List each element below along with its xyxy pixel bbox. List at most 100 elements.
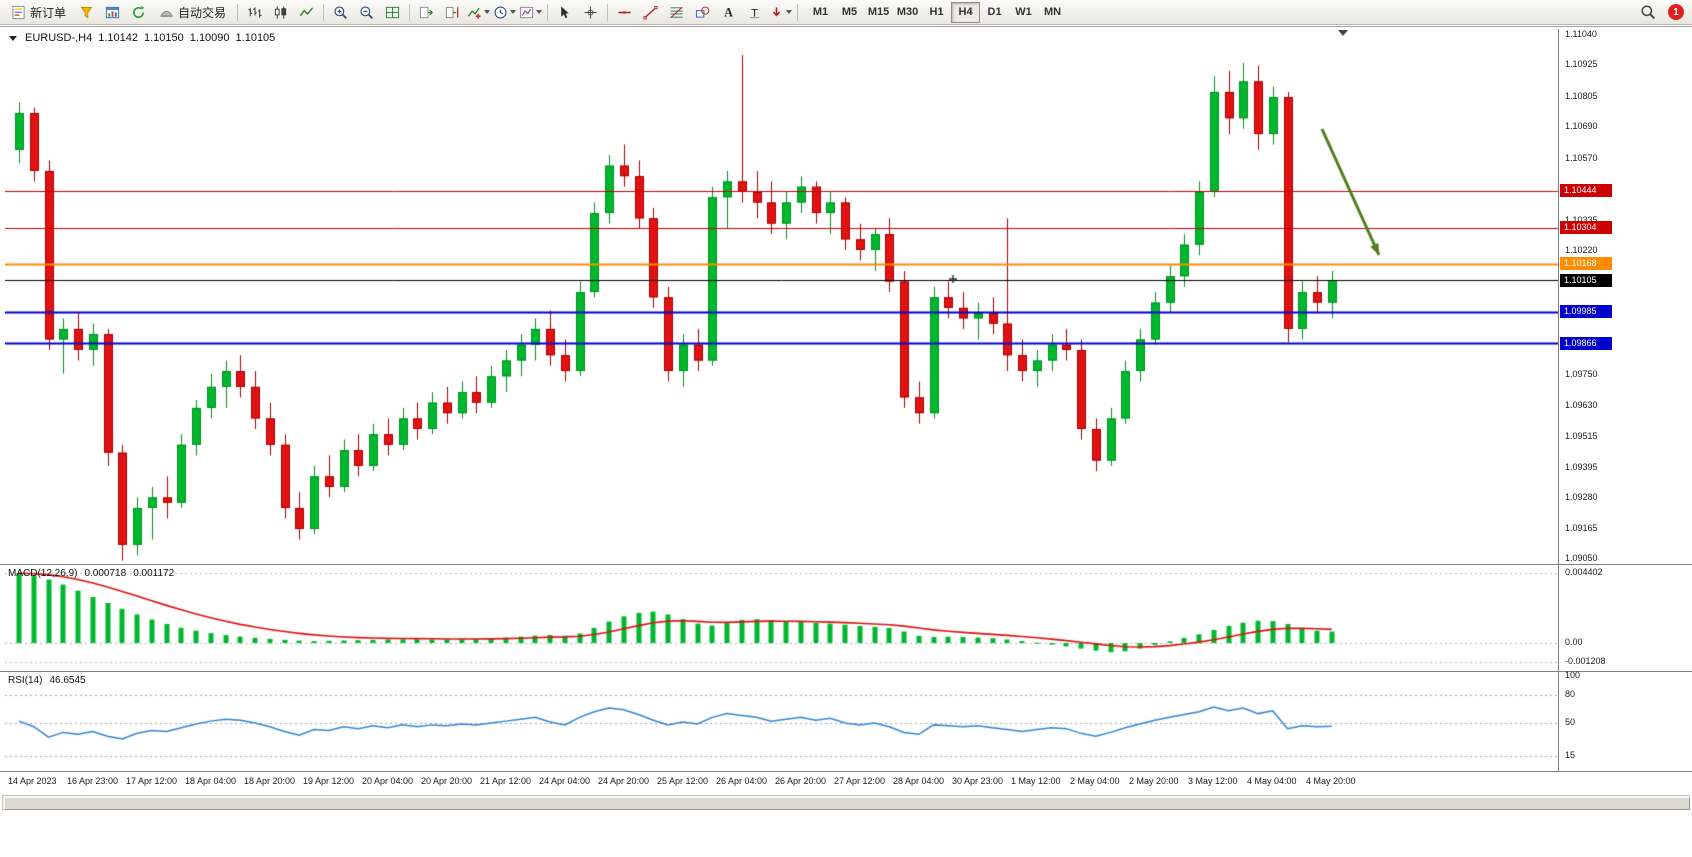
price-line-badge: 1.10304 bbox=[1560, 221, 1612, 235]
funnel-button[interactable] bbox=[74, 1, 99, 24]
scrollbar-thumb[interactable] bbox=[4, 797, 1690, 810]
time-label: 4 May 04:00 bbox=[1247, 776, 1297, 786]
rsi-panel[interactable]: RSI(14) 46.6545 bbox=[0, 671, 1692, 772]
text-label-button[interactable]: T bbox=[742, 1, 767, 24]
hline-icon bbox=[617, 5, 632, 20]
macd-canvas[interactable] bbox=[5, 566, 1558, 671]
dropdown-caret-icon[interactable] bbox=[510, 10, 517, 14]
auto-trading-button[interactable]: 自动交易 bbox=[152, 1, 233, 24]
auto-trading-button-label: 自动交易 bbox=[178, 5, 227, 20]
rsi-axis-label: 80 bbox=[1565, 688, 1576, 699]
text-button[interactable]: A bbox=[716, 1, 741, 24]
price-chart-canvas[interactable] bbox=[5, 29, 1558, 563]
new-order-icon bbox=[11, 5, 26, 20]
timeframe-m15-button[interactable]: M15 bbox=[867, 6, 890, 18]
rsi-value: 46.6545 bbox=[49, 675, 86, 686]
time-label: 2 May 04:00 bbox=[1070, 776, 1120, 786]
timeframe-mn-button[interactable]: MN bbox=[1043, 6, 1062, 18]
cursor-button[interactable] bbox=[552, 1, 577, 24]
price-axis-label: 1.10335 bbox=[1565, 214, 1598, 225]
zoom-out-icon bbox=[359, 5, 374, 20]
shapes-button[interactable] bbox=[690, 1, 715, 24]
time-label: 2 May 20:00 bbox=[1129, 776, 1179, 786]
shapes-icon bbox=[695, 5, 710, 20]
toolbar-buttons: 新订单 自动交易 A T bbox=[4, 1, 801, 24]
time-label: 4 May 20:00 bbox=[1306, 776, 1356, 786]
price-axis-label: 1.10570 bbox=[1565, 152, 1598, 163]
price-axis-label: 1.09750 bbox=[1565, 368, 1598, 379]
time-axis[interactable]: 14 Apr 2023 16 Apr 23:00 17 Apr 12:00 18 Ap… bbox=[0, 771, 1692, 791]
rsi-canvas[interactable] bbox=[5, 673, 1558, 772]
candlestick-chart-button[interactable] bbox=[268, 1, 293, 24]
price-line-badge: 1.09866 bbox=[1560, 336, 1612, 350]
dropdown-caret-icon[interactable] bbox=[484, 10, 491, 14]
notification-badge[interactable]: 1 bbox=[1668, 4, 1684, 20]
zoom-out-button[interactable] bbox=[354, 1, 379, 24]
toolbar-separator bbox=[797, 3, 799, 21]
new-order-button[interactable]: 新订单 bbox=[4, 1, 73, 24]
price-axis-label: 1.10690 bbox=[1565, 121, 1598, 132]
periods-button[interactable] bbox=[492, 1, 517, 24]
ohlc-low: 1.10090 bbox=[189, 32, 230, 44]
time-label: 28 Apr 04:00 bbox=[893, 776, 945, 786]
candlestick-icon bbox=[273, 5, 288, 20]
one-click-trading-icon[interactable] bbox=[9, 35, 17, 41]
time-label: 16 Apr 23:00 bbox=[67, 776, 119, 786]
refresh-button[interactable] bbox=[126, 1, 151, 24]
macd-name: MACD(12,26,9) bbox=[8, 568, 78, 579]
price-line-badge: 1.10168 bbox=[1560, 257, 1612, 271]
auto-scroll-button[interactable] bbox=[414, 1, 439, 24]
crosshair-icon bbox=[583, 5, 598, 20]
templates-button[interactable] bbox=[518, 1, 543, 24]
timeframe-w1-button[interactable]: W1 bbox=[1015, 6, 1032, 18]
ohlc-open: 1.10142 bbox=[98, 32, 138, 44]
timeframe-m1-button[interactable]: M1 bbox=[812, 6, 829, 18]
time-label: 25 Apr 12:00 bbox=[657, 776, 709, 786]
chart-window-icon bbox=[105, 5, 120, 20]
chart-shift-icon bbox=[445, 5, 460, 20]
toolbar-separator bbox=[547, 3, 549, 21]
price-axis-label: 1.10220 bbox=[1565, 244, 1598, 255]
zoom-in-button[interactable] bbox=[328, 1, 353, 24]
chart-window-button[interactable] bbox=[100, 1, 125, 24]
chart-shift-button[interactable] bbox=[440, 1, 465, 24]
rsi-name: RSI(14) bbox=[8, 675, 43, 686]
fibonacci-button[interactable] bbox=[664, 1, 689, 24]
search-button[interactable] bbox=[1635, 1, 1660, 24]
svg-text:T: T bbox=[751, 7, 758, 19]
arrow-style-icon bbox=[769, 5, 784, 20]
indicators-button[interactable] bbox=[466, 1, 491, 24]
zoom-in-icon bbox=[333, 5, 348, 20]
macd-value: 0.000718 bbox=[84, 568, 127, 579]
trendline-button[interactable] bbox=[638, 1, 663, 24]
macd-axis-label: 0.004402 bbox=[1565, 567, 1603, 578]
chart-symbol-period: EURUSD-,H4 bbox=[25, 32, 93, 44]
rsi-axis-label: 50 bbox=[1565, 717, 1576, 727]
price-line-badge: 1.09985 bbox=[1560, 305, 1612, 319]
line-chart-button[interactable] bbox=[294, 1, 319, 24]
timeframe-h1-button[interactable]: H1 bbox=[929, 6, 944, 18]
dropdown-caret-icon[interactable] bbox=[786, 10, 793, 14]
timeframe-h4-button[interactable]: H4 bbox=[951, 1, 981, 23]
crosshair-button[interactable] bbox=[578, 1, 603, 24]
price-axis-label: 1.09280 bbox=[1565, 492, 1598, 503]
bar-chart-button[interactable] bbox=[242, 1, 267, 24]
price-line-badge: 1.10444 bbox=[1560, 184, 1612, 198]
time-label: 18 Apr 20:00 bbox=[244, 776, 296, 786]
price-axis[interactable]: 1.11040 1.10925 1.10805 1.10690 1.10570 1.103… bbox=[1560, 29, 1692, 791]
toolbar-separator bbox=[607, 3, 609, 21]
search-icon bbox=[1640, 4, 1656, 20]
chart-window: EURUSD-,H4 1.10142 1.10150 1.10090 1.101… bbox=[0, 26, 1692, 857]
chart-shift-marker-icon[interactable] bbox=[1338, 30, 1348, 36]
macd-panel[interactable]: MACD(12,26,9) 0.000718 0.001172 bbox=[0, 564, 1692, 671]
timeframe-m5-button[interactable]: M5 bbox=[841, 6, 858, 18]
dropdown-caret-icon[interactable] bbox=[536, 10, 543, 14]
horizontal-line-button[interactable] bbox=[612, 1, 637, 24]
tile-windows-button[interactable] bbox=[380, 1, 405, 24]
timeframe-m30-button[interactable]: M30 bbox=[896, 6, 919, 18]
horizontal-scrollbar[interactable] bbox=[2, 795, 1690, 810]
arrows-button[interactable] bbox=[768, 1, 793, 24]
macd-axis-label: 0.00 bbox=[1565, 637, 1583, 647]
timeframe-d1-button[interactable]: D1 bbox=[987, 6, 1002, 18]
macd-signal-value: 0.001172 bbox=[133, 568, 175, 579]
